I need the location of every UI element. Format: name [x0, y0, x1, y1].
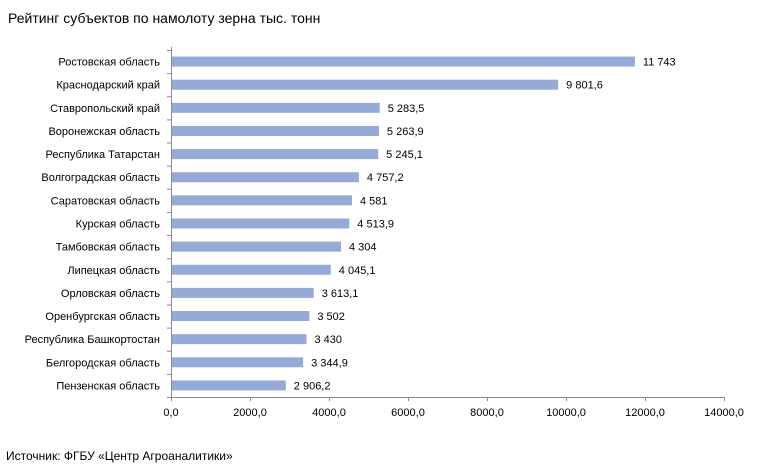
value-label: 4 581: [360, 195, 388, 207]
x-tick-label: 14000,0: [704, 407, 744, 419]
x-tick-label: 8000,0: [470, 407, 504, 419]
value-label: 3 502: [317, 311, 345, 323]
category-label: Ростовская область: [58, 57, 160, 69]
value-labels-group: 11 743 9 801,6 5 283,5 5 263,9 5 245,1 4 757,…: [294, 57, 676, 393]
bar: [171, 195, 352, 206]
category-label: Курская область: [76, 219, 161, 231]
value-label: 4 045,1: [339, 265, 376, 277]
bar: [171, 264, 331, 275]
value-label: 9 801,6: [566, 80, 603, 92]
value-label: 4 513,9: [357, 219, 394, 231]
value-label: 3 344,9: [311, 357, 348, 369]
bar: [171, 287, 314, 298]
category-label: Краснодарский край: [56, 80, 160, 92]
bar: [171, 149, 379, 160]
bar: [171, 334, 307, 345]
bar: [171, 218, 350, 229]
source-note: Источник: ФГБУ «Центр Агроаналитики»: [6, 449, 233, 463]
x-tick-label: 0,0: [163, 407, 178, 419]
bar: [171, 56, 635, 67]
value-label: 5 245,1: [386, 149, 423, 161]
value-label: 5 263,9: [387, 126, 424, 138]
x-tick-label: 10000,0: [546, 407, 586, 419]
bar: [171, 357, 304, 368]
category-label: Тамбовская область: [56, 242, 161, 254]
category-label: Республика Башкортостан: [25, 334, 160, 346]
bar: [171, 79, 559, 90]
bar: [171, 380, 286, 391]
bar: [171, 172, 359, 183]
bar: [171, 102, 380, 113]
x-tick-label: 6000,0: [391, 407, 425, 419]
value-label: 5 283,5: [388, 103, 425, 115]
category-label: Белгородская область: [46, 357, 160, 369]
x-tick-label: 12000,0: [625, 407, 665, 419]
bars-group: [171, 56, 635, 391]
chart-title: Рейтинг субъектов по намолоту зерна тыс.…: [8, 10, 321, 26]
value-label: 4 757,2: [367, 172, 404, 184]
category-label: Воронежская область: [48, 126, 160, 138]
bar: [171, 311, 310, 322]
x-tick-label: 4000,0: [312, 407, 346, 419]
category-label: Волгоградская область: [41, 172, 160, 184]
value-label: 3 613,1: [322, 288, 359, 300]
bar: [171, 241, 342, 252]
category-label: Липецкая область: [67, 265, 160, 277]
x-tick-label: 2000,0: [233, 407, 267, 419]
axes-group: 0,0 2000,0 4000,0 6000,0 8000,0 10000,0 12000,…: [163, 47, 744, 419]
value-label: 11 743: [643, 57, 676, 69]
bar: [171, 125, 379, 136]
category-labels-group: Ростовская область Краснодарский край Став…: [25, 57, 161, 393]
value-label: 4 304: [349, 242, 377, 254]
category-label: Орловская область: [61, 288, 160, 300]
category-label: Ставропольский край: [50, 103, 160, 115]
value-label: 2 906,2: [294, 380, 331, 392]
category-label: Саратовская область: [51, 195, 161, 207]
category-label: Республика Татарстан: [45, 149, 160, 161]
category-label: Пензенская область: [56, 380, 160, 392]
value-label: 3 430: [314, 334, 342, 346]
category-label: Оренбургская область: [45, 311, 160, 323]
